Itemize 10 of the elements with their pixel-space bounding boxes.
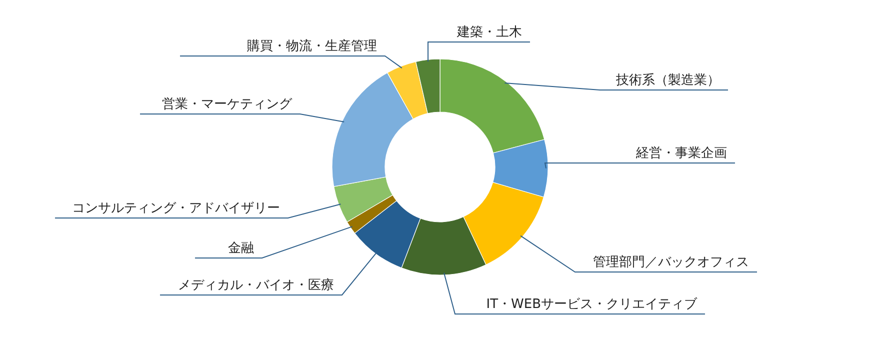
slice-label: 営業・マーケティング [162,97,293,112]
slice-label: メディカル・バイオ・医療 [178,278,334,293]
slice-label: 管理部門／バックオフィス [593,255,749,270]
slice-label: 技術系（製造業） [615,73,720,88]
slice-label: コンサルティング・アドバイザリー [72,201,280,216]
slice-label: 経営・事業企画 [635,146,727,161]
slice-label: 購買・物流・生産管理 [247,38,377,54]
slice-label: 建築・土木 [456,25,522,40]
slice-label: 金融 [228,241,254,256]
slice-label: IT・WEBサービス・クリエイティブ [486,297,698,312]
